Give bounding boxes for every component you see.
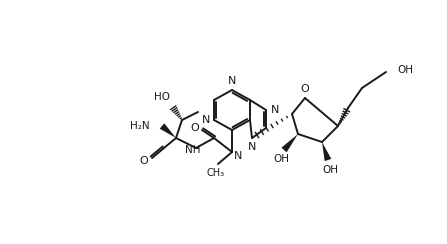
Text: OH: OH [273,154,289,164]
Text: N: N [234,151,242,161]
Text: O: O [190,123,199,133]
Text: CH₃: CH₃ [207,168,225,178]
Text: N: N [202,115,210,125]
Polygon shape [160,123,176,138]
Text: HO: HO [154,92,170,102]
Text: N: N [228,76,236,86]
Text: OH: OH [322,165,338,175]
Text: N: N [271,105,279,115]
Text: H₂N: H₂N [131,121,150,131]
Text: OH: OH [397,65,413,75]
Text: N: N [248,142,256,152]
Text: O: O [139,156,148,166]
Polygon shape [281,134,298,152]
Polygon shape [322,142,331,161]
Text: NH: NH [185,145,201,155]
Text: O: O [301,84,309,94]
